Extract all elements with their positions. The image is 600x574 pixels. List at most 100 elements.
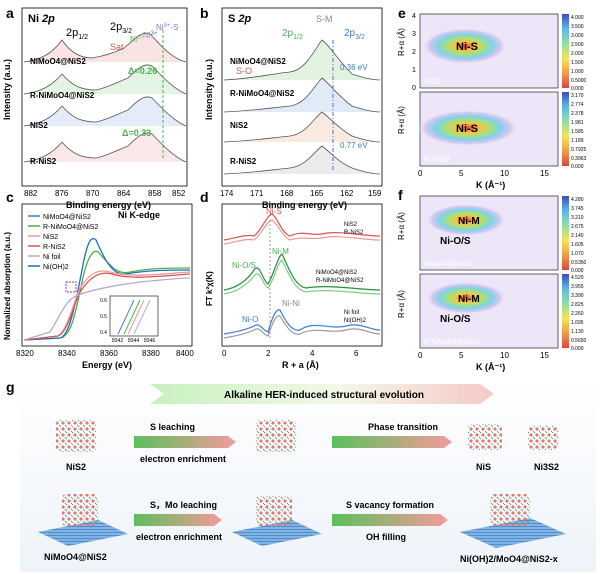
banner-arrow [150, 384, 494, 404]
curve-d [223, 213, 381, 241]
panel-a-title: Ni 2p [28, 13, 55, 25]
e-scale-tick: 1.000 [571, 69, 584, 75]
panel-d-frame [221, 203, 383, 347]
legend-label: Ni foil [43, 254, 61, 261]
e-scale-1: 4.000 3.500 3.000 2.500 2.000 1.500 1.00… [571, 15, 587, 92]
e-ytick: 0 [412, 85, 416, 92]
f-xtick: 0 [418, 351, 423, 360]
f-map-1-peak2: Ni-O/S [440, 236, 471, 247]
f-scale-tick: 4.520 [571, 275, 584, 281]
delta-b-1: 0.36 eV [340, 63, 368, 72]
panel-g: g Alkaline HER-induced structural evolut… [6, 378, 596, 572]
a-xtick: 858 [148, 189, 162, 198]
trace-b-2 [223, 77, 381, 113]
peak-label-so: S-O [236, 66, 252, 76]
b-xtick: 174 [220, 189, 234, 198]
panel-a-frame [21, 7, 188, 187]
f-scale-tick: 1.070 [571, 251, 584, 257]
e-ylabel-1: R+α (Å) [397, 28, 406, 56]
crystal-nis2-leached [256, 420, 296, 452]
f-map-2-blob [426, 282, 506, 314]
panel-letter-d: d [200, 189, 209, 205]
f-scale-tick: 0.5650 [571, 338, 587, 344]
e-map-1-sample: NiS2 [424, 77, 442, 86]
e-scale-tick: 2.000 [571, 51, 584, 57]
c-xtick: 8360 [100, 349, 118, 358]
e-ylabel-2: R+α (Å) [397, 106, 406, 134]
e-scale-tick: 1.500 [571, 60, 584, 66]
crystal-product [490, 494, 530, 526]
f-xtick: 5 [459, 351, 464, 360]
trace-a-2 [23, 64, 187, 95]
panel-c-curves [23, 238, 191, 341]
e-scale-tick: 0.000 [571, 164, 584, 170]
row2-step2-bottom: OH filling [366, 532, 406, 542]
curve-d [223, 309, 381, 335]
label-product: Ni(OH)2/MoO4@NiS2-x [460, 554, 558, 564]
panel-letter-a: a [6, 5, 14, 21]
legend-label: Ni(OH)2 [43, 264, 69, 271]
panel-b: b S 2p S-M 2p1/2 2p3/2 S-O NiMoO4@NiS2 R… [200, 5, 383, 210]
e-colorbar-1 [562, 14, 569, 88]
curve-c [23, 272, 191, 341]
e-xlabel: K (Å⁻¹) [476, 180, 505, 190]
panel-letter-f: f [398, 187, 403, 203]
f-scale-tick: 0.000 [571, 346, 584, 352]
e-map-2-sample: R-NiS2 [424, 155, 450, 164]
curve-d [223, 253, 381, 291]
inset-curve [127, 299, 145, 335]
slab-product [460, 518, 566, 548]
b-xtick: 159 [368, 189, 382, 198]
e-map-1-peak: Ni-S [456, 41, 478, 53]
inset-tick: 8342 [112, 338, 123, 344]
peak-label-b-2p12: 2p1/2 [282, 28, 303, 41]
step1-arrow [134, 436, 236, 448]
f-scale-tick: 1.130 [571, 329, 584, 335]
inset-tick: 8344 [128, 338, 139, 344]
panel-d-xlabel: R + a (Å) [282, 360, 319, 370]
panel-e: e Ni-S NiS2 4.000 3.500 3.000 2.500 2.00… [397, 5, 587, 190]
e-ytick: 1 [412, 67, 416, 74]
inset-ticks: 0.6 0.5 0.4 8342 8344 8346 [100, 298, 155, 344]
curve-c [23, 270, 191, 341]
inset-tick: 8346 [144, 338, 155, 344]
panel-c-ylabel: Normalized absorption (a.u.) [3, 232, 12, 340]
panel-letter-e: e [398, 5, 406, 21]
a-xtick: 852 [172, 189, 186, 198]
e-scale-tick: 2.500 [571, 42, 584, 48]
panel-c: c Ni K-edge NiMoO4@NiS2 R-NiMoO4@NiS2 Ni… [3, 189, 194, 370]
f-map-2-sample: R-NiMoO4@NiS2 [424, 339, 479, 346]
f-ylabel-1: R+α (Å) [397, 212, 406, 240]
e-scale-tick: 1.981 [571, 120, 584, 126]
peak-label-sat: Sat [110, 42, 124, 52]
peak-label-b-2p32: 2p3/2 [344, 28, 365, 41]
f-scale-tick: 4.280 [571, 197, 584, 203]
panel-b-xlabel: Binding energy (eV) [262, 200, 347, 210]
d-label: Ni-Ni [282, 299, 300, 308]
e-scale-tick: 3.000 [571, 33, 584, 39]
row2-step2-arrow [332, 514, 448, 526]
inset-tick: 0.6 [100, 298, 107, 304]
e-map-1-blob [423, 28, 507, 64]
legend-label: Ni(OH)2 [344, 318, 367, 324]
panel-d: d Ni-S Ni-O/S Ni-M Ni-O Ni-Ni NiS2 R-NiS… [200, 189, 383, 370]
f-scale-tick: 3.745 [571, 206, 584, 212]
e-xtick: 10 [500, 169, 509, 178]
step2-arrow [332, 436, 452, 448]
e-scale-tick: 4.000 [571, 15, 584, 21]
peak-label-nis: Niδ+-S [156, 23, 178, 32]
d-xtick: 6 [354, 349, 359, 358]
legend-label: NiMoO4@NiS2 [43, 214, 91, 221]
e-scale-tick: 0.000 [571, 86, 584, 92]
delta-a-2: Δ=0.33 [122, 128, 151, 138]
legend-label: R-NiS2 [344, 230, 364, 236]
inset-curve [133, 299, 151, 335]
f-scale-tick: 1.695 [571, 320, 584, 326]
row2-step2-top: S vacancy formation [346, 500, 434, 510]
legend-label: Ni foil [344, 310, 359, 316]
f-map-1-sample: NiMoO4@NiS2 [424, 261, 472, 268]
e-colorbar-2 [562, 92, 569, 166]
crystal-nimoo4-nis2 [62, 494, 98, 526]
inset-curve [123, 299, 141, 335]
legend-label: NiMoO4@NiS2 [316, 270, 358, 276]
